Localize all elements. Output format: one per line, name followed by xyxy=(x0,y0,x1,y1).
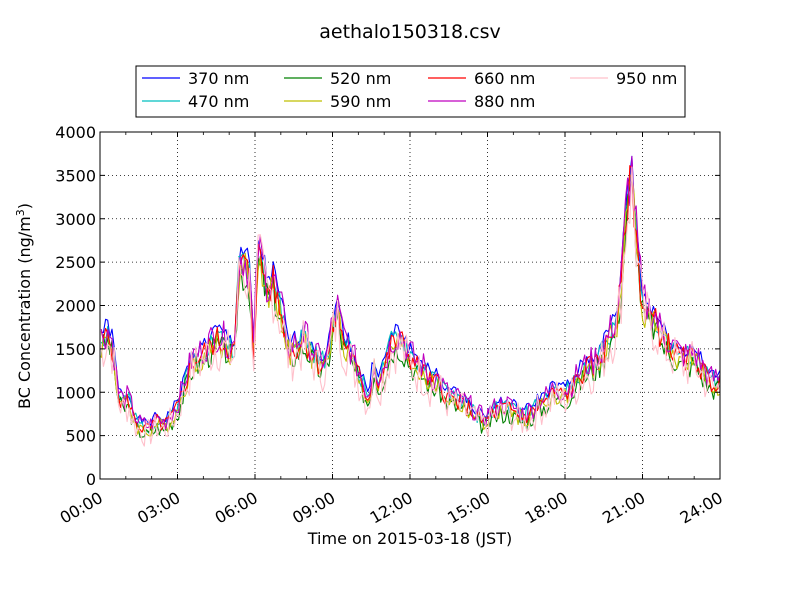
legend-box xyxy=(135,65,686,118)
legend: 370 nm 470 nm 520 nm 590 nm 660 nm 880 nm 950 … xyxy=(135,65,686,118)
y-axis-label-text: BC Concentration (ng/m xyxy=(15,216,34,409)
y-tick-label: 3500 xyxy=(55,166,96,185)
legend-label: 660 nm xyxy=(474,69,535,88)
legend-item: 950 nm xyxy=(570,69,677,88)
legend-item: 590 nm xyxy=(284,92,391,111)
y-tick-label: 1000 xyxy=(55,383,96,402)
legend-label: 370 nm xyxy=(188,69,249,88)
chart-title: aethalo150318.csv xyxy=(319,21,501,43)
legend-label: 470 nm xyxy=(188,92,249,111)
y-tick-label: 500 xyxy=(65,427,96,446)
series-group xyxy=(100,155,720,447)
legend-label: 590 nm xyxy=(330,92,391,111)
legend-label: 520 nm xyxy=(330,69,391,88)
y-tick-label: 1500 xyxy=(55,340,96,359)
plot-area xyxy=(100,155,720,447)
legend-item: 370 nm xyxy=(142,69,249,88)
y-tick-label: 3000 xyxy=(55,210,96,229)
y-axis-label: BC Concentration (ng/m3) xyxy=(14,203,34,409)
x-axis-label: Time on 2015-03-18 (JST) xyxy=(307,529,512,548)
legend-item: 660 nm xyxy=(428,69,535,88)
y-tick-label: 4000 xyxy=(55,123,96,142)
y-axis-label-superscript: 3 xyxy=(14,209,27,216)
series-line-950-nm xyxy=(100,166,720,447)
y-tick-label: 2500 xyxy=(55,253,96,272)
legend-item: 470 nm xyxy=(142,92,249,111)
grid-lines xyxy=(100,132,720,479)
legend-label: 950 nm xyxy=(616,69,677,88)
series-line-660-nm xyxy=(100,165,720,433)
y-axis-label-close: ) xyxy=(15,203,34,209)
legend-item: 880 nm xyxy=(428,92,535,111)
legend-item: 520 nm xyxy=(284,69,391,88)
y-tick-label: 2000 xyxy=(55,297,96,316)
y-tick-label: 0 xyxy=(86,470,96,489)
legend-label: 880 nm xyxy=(474,92,535,111)
